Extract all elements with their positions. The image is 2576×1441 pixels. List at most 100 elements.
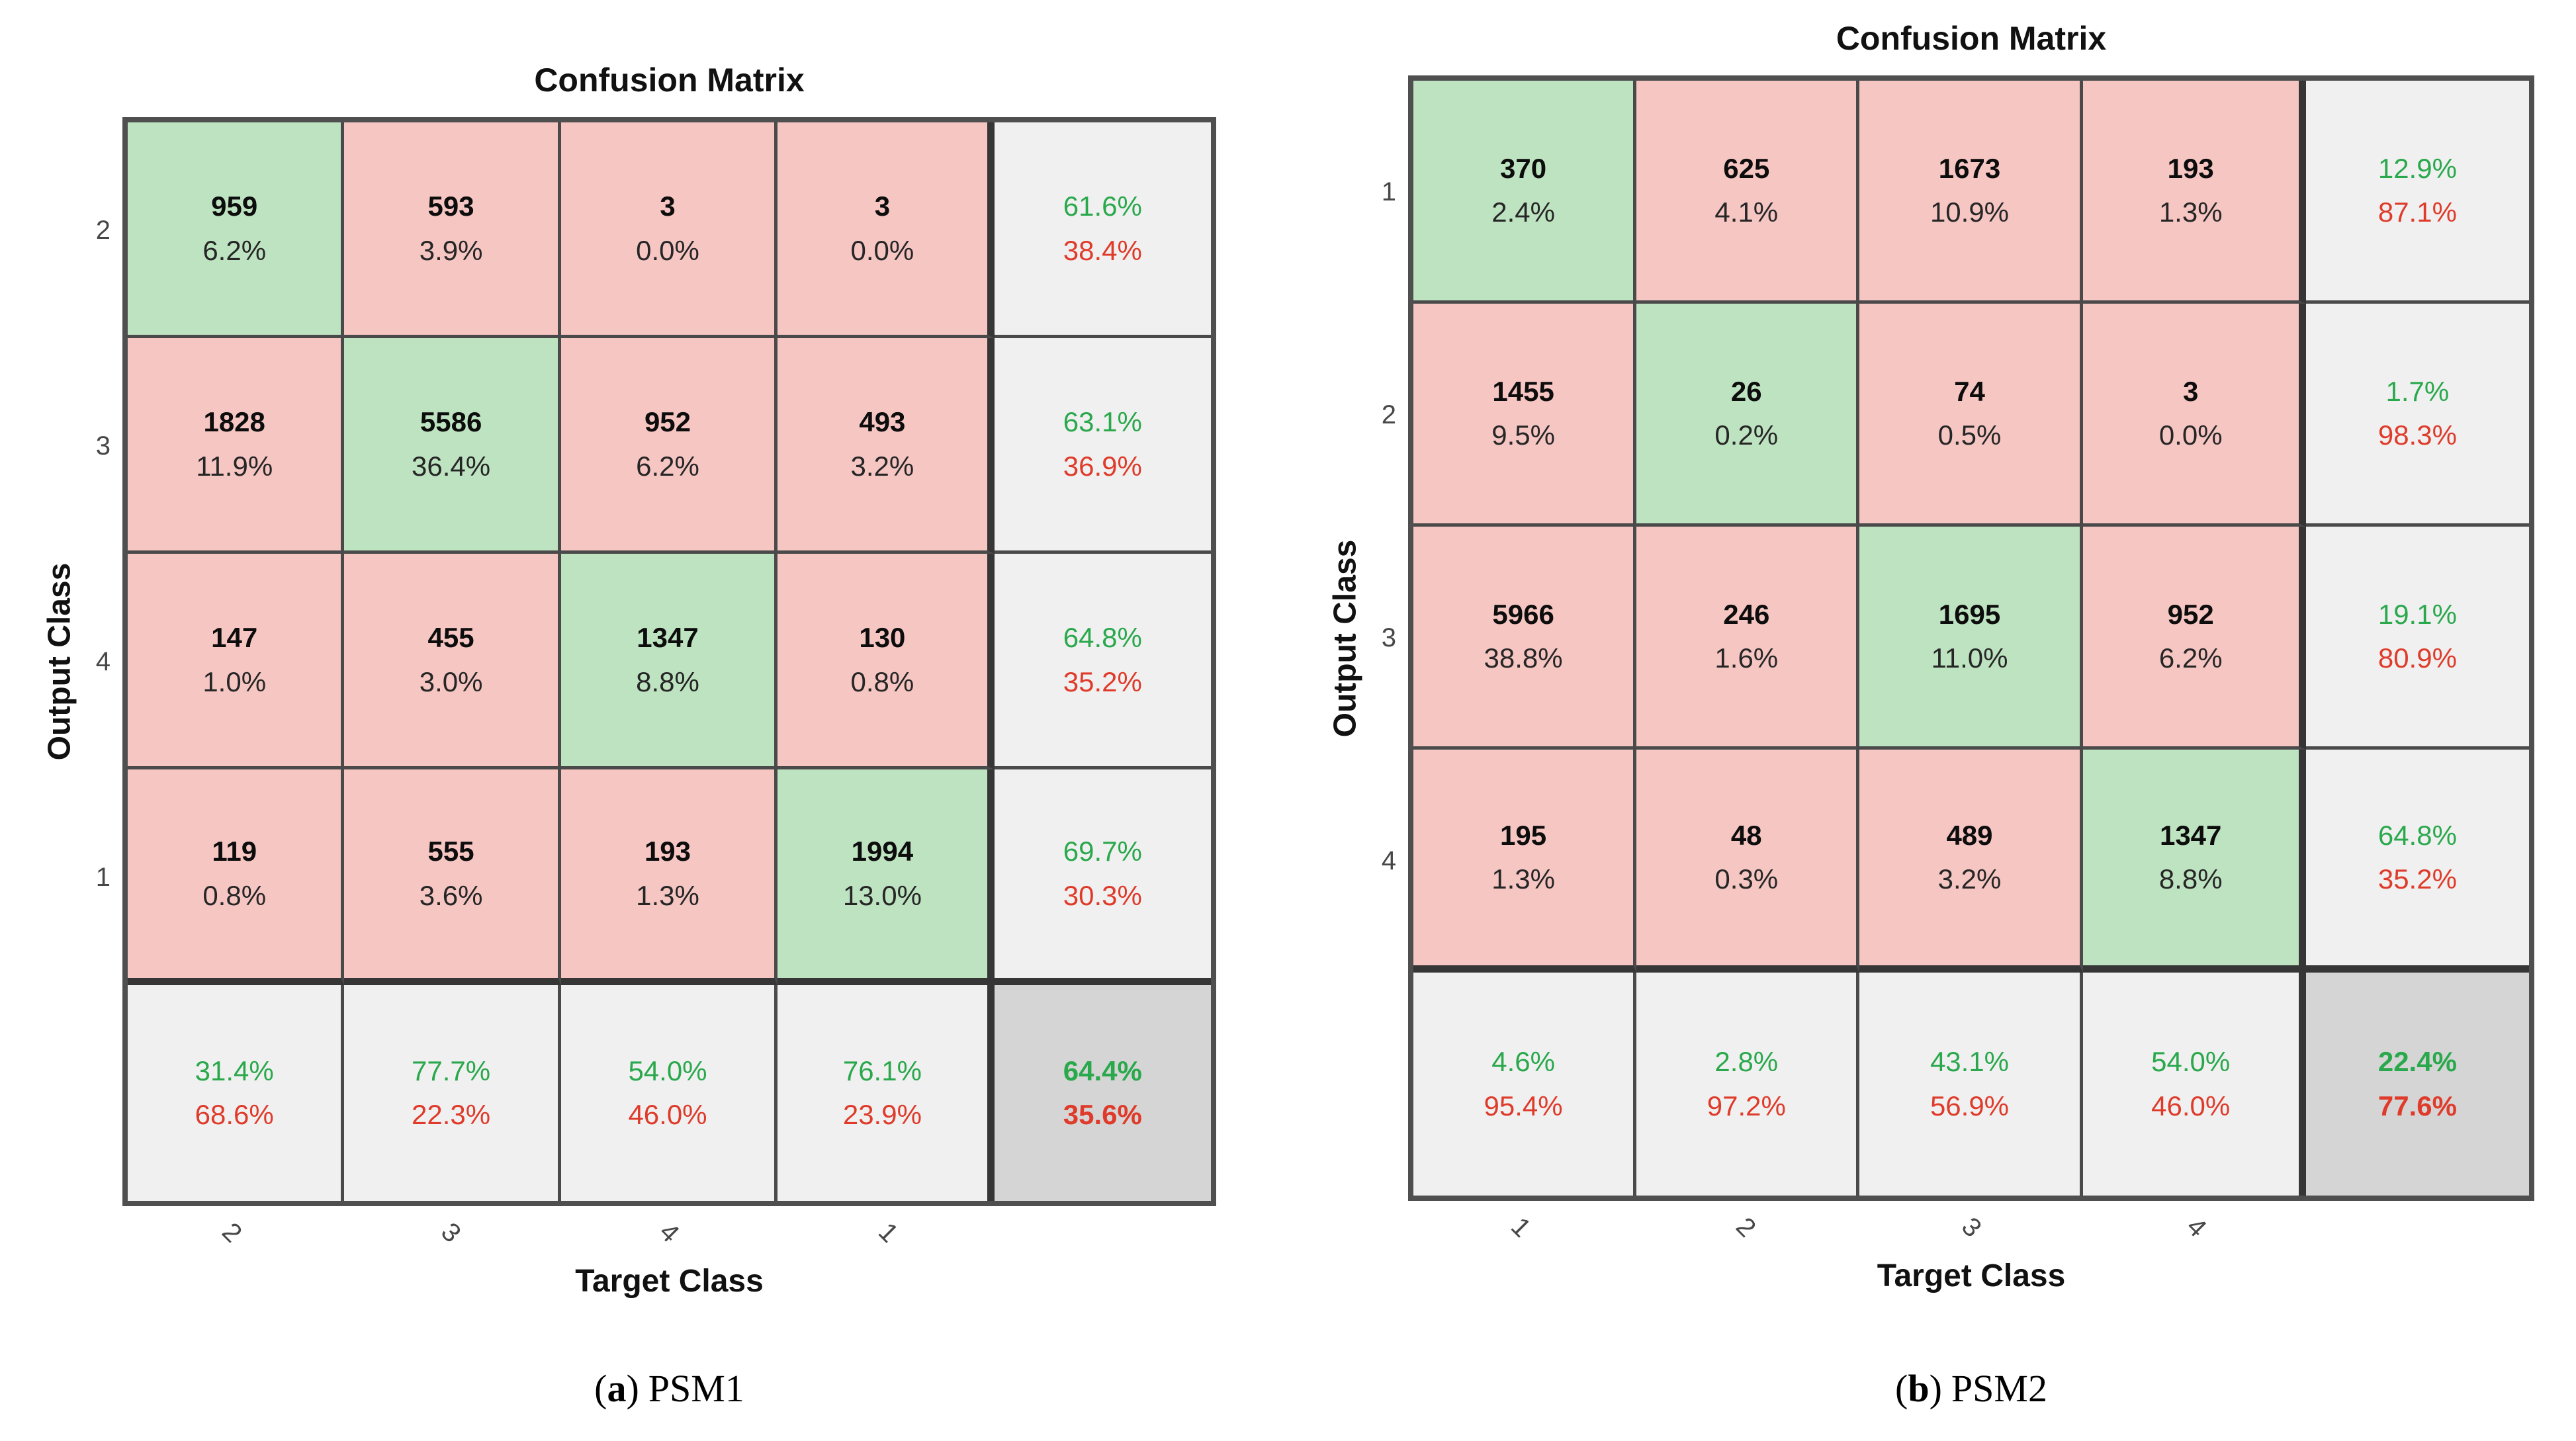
cell-line-2: 0.0% bbox=[636, 234, 699, 266]
x-tick-digit: 1 bbox=[873, 1217, 904, 1248]
matrix-cell-3-1: 493 3.2% bbox=[777, 338, 995, 554]
cell-line-1: 119 bbox=[212, 836, 257, 867]
cell-line-2: 97.2% bbox=[1707, 1090, 1786, 1121]
cell-line-1: 22.4% bbox=[2377, 1046, 2457, 1078]
cell-line-2: 6.2% bbox=[202, 234, 267, 266]
cell-line-2: 6.2% bbox=[636, 450, 699, 482]
cell-line-1: 3 bbox=[874, 191, 891, 222]
cell-line-2: 38.8% bbox=[1484, 642, 1563, 674]
cell-line-1: 31.4% bbox=[195, 1055, 274, 1086]
chart-title: Confusion Matrix bbox=[534, 62, 805, 99]
cell-line-2: 3.2% bbox=[1937, 863, 2002, 895]
x-tick-label: 3 bbox=[341, 1206, 560, 1262]
cell-line-2: 10.9% bbox=[1930, 196, 2010, 228]
cell-line-1: 74 bbox=[1954, 375, 1985, 407]
cell-line-2: 36.9% bbox=[1063, 450, 1142, 482]
cell-line-2: 80.9% bbox=[2377, 642, 2457, 674]
matrix-cell-2-2: 26 0.2% bbox=[1636, 304, 1860, 527]
y-tick-empty bbox=[83, 985, 122, 1201]
caption-open-paren: ( bbox=[1894, 1367, 1908, 1410]
y-axis-ticks: 1 2 3 4 bbox=[1368, 75, 1408, 1201]
matrix-cell-4-1: 130 0.8% bbox=[777, 554, 995, 769]
cell-line-2: 2.4% bbox=[1491, 196, 1555, 228]
cell-line-1: 26 bbox=[1730, 375, 1762, 407]
x-tick-label: 1 bbox=[1408, 1201, 1633, 1257]
matrix-cell-1-1: 1994 13.0% bbox=[777, 769, 995, 985]
matrix-cell-4-4: 1347 8.8% bbox=[2082, 750, 2306, 973]
cell-line-1: 69.7% bbox=[1063, 836, 1142, 867]
cell-line-1: 493 bbox=[859, 406, 906, 438]
cell-line-2: 56.9% bbox=[1930, 1090, 2010, 1121]
matrix-cell-4-1: 195 1.3% bbox=[1413, 750, 1637, 973]
x-tick-label: 4 bbox=[2084, 1201, 2309, 1257]
col-summary-cell: 54.0% 46.0% bbox=[560, 985, 778, 1201]
caption-letter: a bbox=[607, 1367, 627, 1410]
cell-line-1: 246 bbox=[1723, 598, 1770, 630]
col-summary-cell: 77.7% 22.3% bbox=[344, 985, 561, 1201]
matrix-cell-1-1: 370 2.4% bbox=[1413, 81, 1637, 304]
cell-line-2: 4.1% bbox=[1714, 196, 1779, 228]
caption-letter: b bbox=[1908, 1367, 1930, 1410]
x-tick-label: 2 bbox=[1633, 1201, 1858, 1257]
y-axis-label-box: Output Class bbox=[1322, 75, 1368, 1201]
cell-line-1: 952 bbox=[2167, 598, 2214, 630]
cell-line-1: 61.6% bbox=[1063, 191, 1142, 222]
x-tick-empty bbox=[997, 1206, 1216, 1262]
cell-line-2: 0.0% bbox=[2158, 419, 2223, 451]
cell-line-1: 64.4% bbox=[1063, 1055, 1142, 1086]
cell-line-2: 22.3% bbox=[412, 1099, 491, 1130]
y-axis-label: Output Class bbox=[42, 562, 77, 761]
y-tick-label: 4 bbox=[1381, 846, 1396, 875]
matrix-cell-3-3: 5586 36.4% bbox=[344, 338, 561, 554]
y-tick-label: 4 bbox=[95, 646, 111, 676]
y-tick-label: 2 bbox=[1381, 400, 1396, 429]
x-tick-digit: 3 bbox=[1955, 1211, 1987, 1243]
matrix-cell-4-3: 489 3.2% bbox=[1859, 750, 2083, 973]
cell-line-2: 3.9% bbox=[419, 234, 483, 266]
cell-line-1: 1.7% bbox=[2385, 375, 2450, 407]
y-axis-ticks: 2 3 4 1 bbox=[83, 117, 122, 1206]
cell-line-2: 1.3% bbox=[636, 879, 699, 911]
y-tick-empty bbox=[1368, 973, 1408, 1196]
y-tick-label: 1 bbox=[95, 862, 111, 892]
matrix-cell-3-4: 952 6.2% bbox=[560, 338, 778, 554]
cell-line-2: 8.8% bbox=[2158, 863, 2223, 895]
caption-label: PSM1 bbox=[648, 1367, 744, 1410]
y-axis-label: Output Class bbox=[1327, 539, 1363, 737]
x-axis-ticks: 1 2 3 4 bbox=[1408, 1201, 2534, 1257]
cell-line-1: 1994 bbox=[851, 836, 914, 867]
caption-a: (a) PSM1 bbox=[122, 1367, 1216, 1411]
col-summary-cell: 31.4% 68.6% bbox=[128, 985, 345, 1201]
cell-line-2: 0.3% bbox=[1714, 863, 1779, 895]
x-axis-label: Target Class bbox=[1877, 1258, 2066, 1293]
matrix-cell-1-4: 193 1.3% bbox=[560, 769, 778, 985]
x-tick-digit: 2 bbox=[216, 1217, 248, 1248]
cell-line-1: 193 bbox=[644, 836, 691, 867]
x-tick-empty bbox=[2309, 1201, 2534, 1257]
row-summary-cell: 1.7% 98.3% bbox=[2305, 304, 2529, 527]
cell-line-2: 95.4% bbox=[1484, 1090, 1563, 1121]
cell-line-1: 593 bbox=[427, 191, 474, 222]
cell-line-2: 87.1% bbox=[2377, 196, 2457, 228]
row-summary-cell: 69.7% 30.3% bbox=[994, 769, 1211, 985]
cell-line-1: 455 bbox=[427, 622, 474, 654]
matrix-cell-1-2: 625 4.1% bbox=[1636, 81, 1860, 304]
cell-line-1: 76.1% bbox=[842, 1055, 922, 1086]
matrix-cell-4-2: 48 0.3% bbox=[1636, 750, 1860, 973]
cell-line-1: 959 bbox=[211, 191, 258, 222]
cell-line-2: 38.4% bbox=[1063, 234, 1142, 266]
matrix-cell-3-2: 1828 11.9% bbox=[128, 338, 345, 554]
cell-line-2: 1.0% bbox=[202, 666, 267, 697]
cell-line-1: 195 bbox=[1500, 819, 1547, 851]
matrix-cell-2-1: 1455 9.5% bbox=[1413, 304, 1637, 527]
cell-line-2: 23.9% bbox=[842, 1099, 922, 1130]
cell-line-1: 952 bbox=[644, 406, 691, 438]
matrix-cell-2-3: 593 3.9% bbox=[344, 122, 561, 338]
matrix-cell-2-1: 3 0.0% bbox=[777, 122, 995, 338]
cell-line-1: 1828 bbox=[203, 406, 265, 438]
cell-line-2: 0.2% bbox=[1714, 419, 1779, 451]
cell-line-2: 6.2% bbox=[2158, 642, 2223, 674]
cell-line-2: 9.5% bbox=[1491, 419, 1555, 451]
x-axis-ticks: 2 3 4 1 bbox=[122, 1206, 1216, 1262]
